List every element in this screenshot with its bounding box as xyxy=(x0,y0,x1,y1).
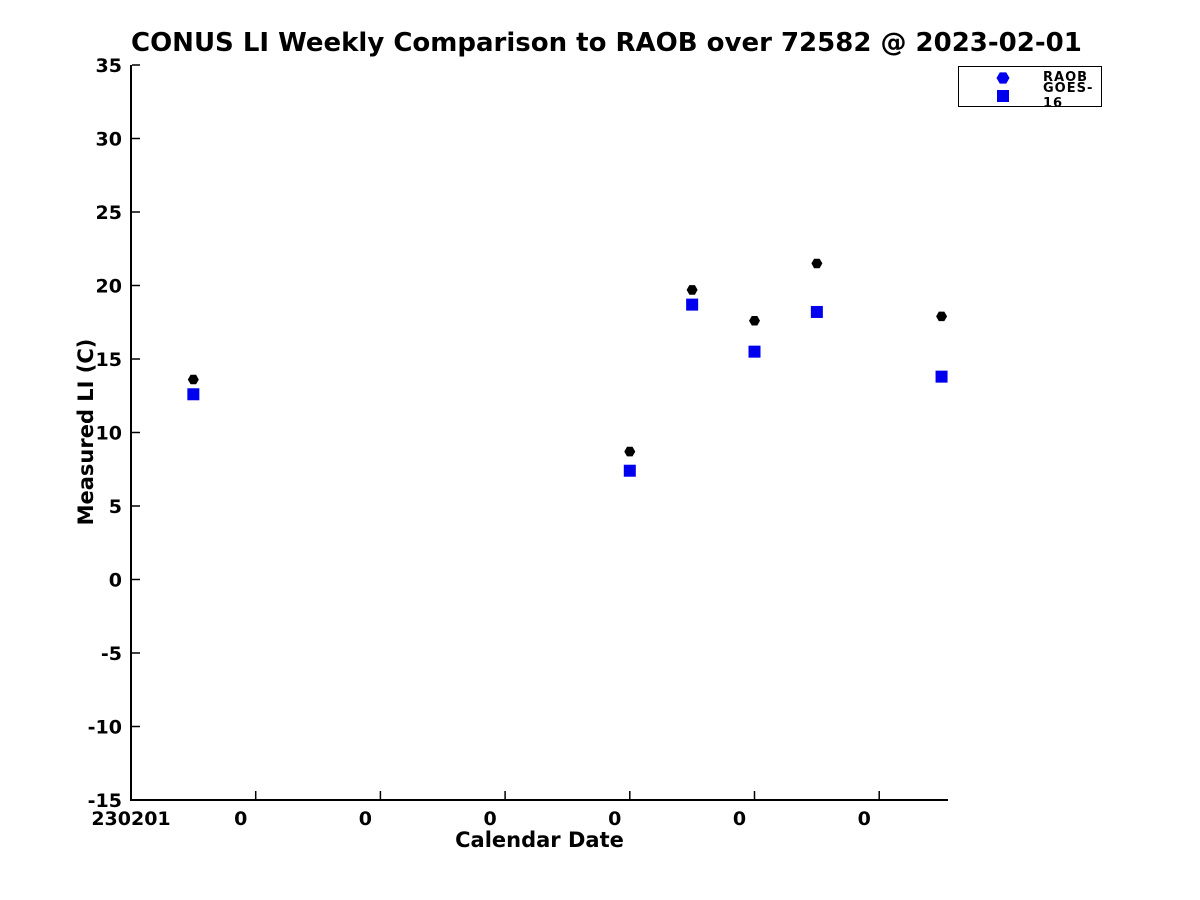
legend-label-raob: RAOB xyxy=(1043,70,1089,85)
data-point-raob xyxy=(811,258,823,269)
data-point-goes-16 xyxy=(748,345,761,358)
x-tick-label: 0 xyxy=(234,808,247,830)
legend: RAOB GOES-16 xyxy=(958,66,1102,111)
data-point-goes-16 xyxy=(810,305,823,318)
legend-raob-marker-shape xyxy=(996,71,1010,84)
hexagon-marker-icon xyxy=(996,71,1010,84)
data-point-goes-16 xyxy=(187,388,200,401)
y-tick-label: 5 xyxy=(109,496,122,518)
data-point-goes-16 xyxy=(623,464,636,477)
y-tick-label: 20 xyxy=(96,276,122,298)
data-point-raob xyxy=(187,374,199,385)
x-tick-label: 0 xyxy=(483,808,496,830)
chart-title: CONUS LI Weekly Comparison to RAOB over … xyxy=(131,28,1082,58)
y-tick-label: 30 xyxy=(96,129,122,151)
x-tick-label: 0 xyxy=(359,808,372,830)
x-tick-label: 0 xyxy=(858,808,871,830)
y-tick-label: -10 xyxy=(88,717,122,739)
y-axis-label: Measured LI (C) xyxy=(74,338,98,526)
data-point-raob xyxy=(936,311,948,322)
y-tick-label: 25 xyxy=(96,202,122,224)
x-axis-label: Calendar Date xyxy=(455,828,624,852)
y-tick-label: 15 xyxy=(96,349,122,371)
data-point-raob xyxy=(624,446,636,457)
data-point-goes-16 xyxy=(935,370,948,383)
data-point-raob xyxy=(749,316,760,326)
y-tick-label: 10 xyxy=(96,423,122,445)
y-tick-label: 35 xyxy=(96,55,122,77)
data-point-raob xyxy=(686,285,698,295)
x-tick-label: 0 xyxy=(733,808,746,830)
data-point-goes-16 xyxy=(686,298,699,311)
legend-goes16-marker-shape xyxy=(997,89,1009,102)
y-tick-label: -15 xyxy=(88,790,122,812)
y-tick-label: 0 xyxy=(109,570,122,592)
x-tick-label: 230201 xyxy=(91,808,170,830)
square-marker-icon xyxy=(997,89,1009,102)
legend-item-raob: RAOB xyxy=(959,70,1101,86)
legend-item-goes16: GOES-16 xyxy=(959,81,1101,111)
legend-label-goes16: GOES-16 xyxy=(1043,80,1094,111)
x-tick-label: 0 xyxy=(608,808,621,830)
y-tick-label: -5 xyxy=(101,643,122,665)
